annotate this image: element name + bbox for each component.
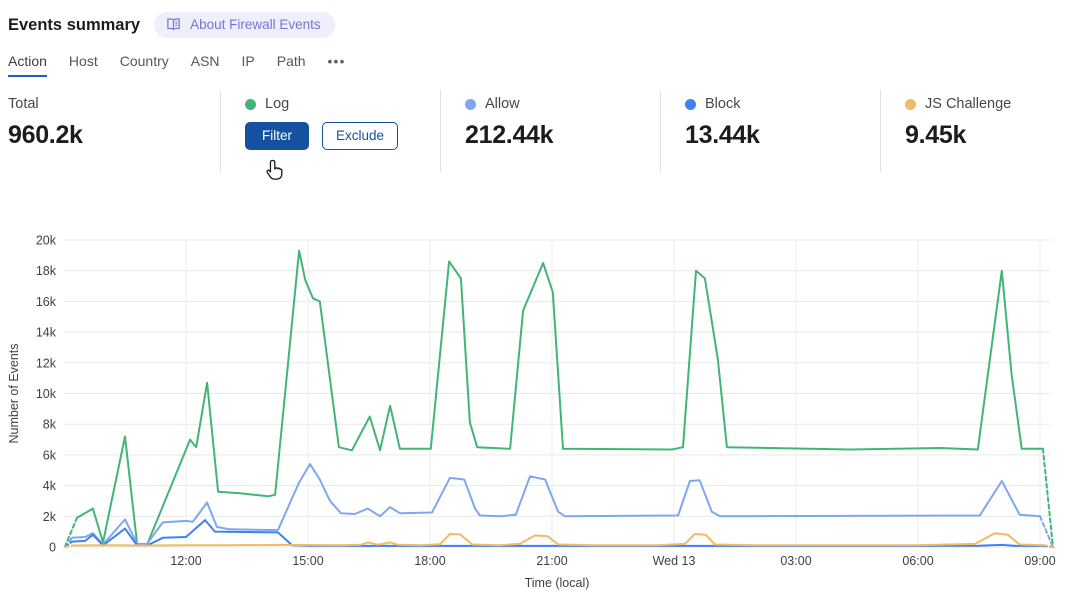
stat-allow-value: 212.44k <box>465 121 554 149</box>
tab-path[interactable]: Path <box>276 53 306 69</box>
stat-allow-label: Allow <box>485 96 520 112</box>
stat-log-label: Log <box>265 96 290 112</box>
svg-text:8k: 8k <box>43 418 57 432</box>
stat-js-challenge-label: JS Challenge <box>925 96 1012 112</box>
svg-text:18:00: 18:00 <box>414 554 445 568</box>
exclude-button[interactable]: Exclude <box>322 122 399 150</box>
filter-button[interactable]: Filter <box>245 122 309 150</box>
svg-text:Wed 13: Wed 13 <box>653 554 696 568</box>
log-series-dot <box>245 98 256 110</box>
stat-allow: Allow 212.44k <box>440 90 660 172</box>
tabs-overflow-button[interactable]: ••• <box>327 54 346 69</box>
svg-text:6k: 6k <box>43 448 57 462</box>
stat-total-label: Total <box>8 96 39 112</box>
events-time-series-chart[interactable]: 0 2k 4k 6k 8k 10k 12k 14k 16k 18k 20k 12:00 15:00 18:… <box>0 228 1068 598</box>
stat-js-challenge: JS Challenge 9.45k <box>880 90 1066 172</box>
x-axis-title: Time (local) <box>525 576 590 590</box>
svg-text:18k: 18k <box>36 264 57 278</box>
facet-tabs: Action Host Country ASN IP Path ••• <box>0 38 1068 77</box>
about-badge-label: About Firewall Events <box>190 17 321 32</box>
page-title: Events summary <box>8 15 141 34</box>
tab-action[interactable]: Action <box>8 53 47 77</box>
block-series-dot <box>685 98 696 110</box>
svg-text:06:00: 06:00 <box>902 554 933 568</box>
svg-text:4k: 4k <box>43 479 57 493</box>
stat-total-value: 960.2k <box>8 121 83 149</box>
svg-text:21:00: 21:00 <box>536 554 567 568</box>
chart-canvas[interactable]: 0 2k 4k 6k 8k 10k 12k 14k 16k 18k 20k 12:00 15:00 18:… <box>0 228 1068 598</box>
svg-text:14k: 14k <box>36 326 57 340</box>
svg-text:20k: 20k <box>36 234 57 248</box>
allow-series-dot <box>465 98 476 110</box>
svg-text:0: 0 <box>49 541 56 555</box>
book-icon <box>166 17 181 32</box>
stats-row: Total 960.2k Log Filter Exclude Allow 21… <box>0 90 1068 172</box>
stat-log: Log Filter Exclude <box>220 90 440 172</box>
tab-asn[interactable]: ASN <box>190 53 220 69</box>
svg-text:09:00: 09:00 <box>1024 554 1055 568</box>
svg-text:12k: 12k <box>36 356 57 370</box>
tab-host[interactable]: Host <box>68 53 98 69</box>
tab-ip[interactable]: IP <box>241 53 255 69</box>
about-firewall-events-link[interactable]: About Firewall Events <box>154 12 335 38</box>
svg-text:10k: 10k <box>36 387 57 401</box>
svg-text:12:00: 12:00 <box>170 554 201 568</box>
svg-text:03:00: 03:00 <box>780 554 811 568</box>
stat-js-challenge-value: 9.45k <box>905 121 967 149</box>
stat-block-value: 13.44k <box>685 121 760 149</box>
tab-country[interactable]: Country <box>119 53 169 69</box>
stat-block-label: Block <box>705 96 741 112</box>
js-challenge-series-dot <box>905 98 916 110</box>
stat-block: Block 13.44k <box>660 90 880 172</box>
page-header: Events summary About Firewall Events <box>0 0 1068 38</box>
svg-text:2k: 2k <box>43 510 57 524</box>
svg-text:16k: 16k <box>36 295 57 309</box>
svg-text:15:00: 15:00 <box>292 554 323 568</box>
stat-total: Total 960.2k <box>8 90 220 172</box>
y-axis-title: Number of Events <box>7 343 21 443</box>
